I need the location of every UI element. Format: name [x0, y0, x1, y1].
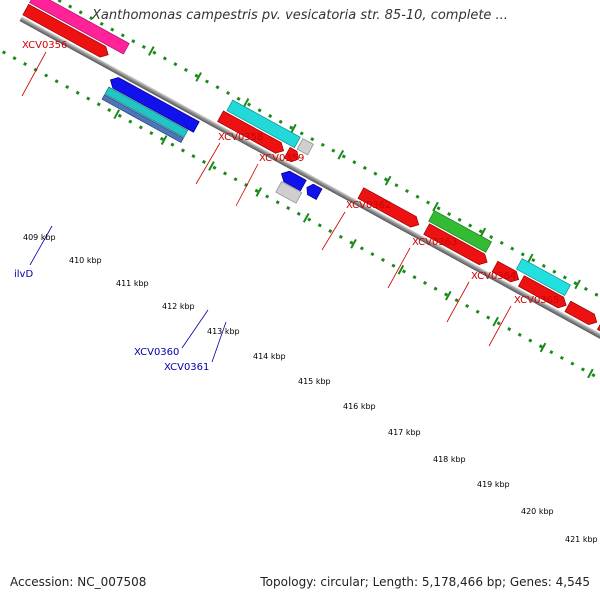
- tick-416: [445, 290, 452, 301]
- label-xcv0362[interactable]: XCV0362: [346, 200, 391, 211]
- tick-forward: [290, 123, 297, 134]
- gene-forward-b[interactable]: [217, 110, 287, 156]
- gene-forward-f[interactable]: [564, 300, 600, 327]
- reverse-outer-dots: [1, 50, 600, 428]
- tick-label: 416 kbp: [343, 402, 376, 411]
- label-xcv0358[interactable]: XCV0358: [218, 132, 263, 143]
- gene-xcv0364[interactable]: [491, 260, 521, 284]
- label-xcv0363[interactable]: XCV0363: [412, 237, 457, 248]
- gene-xcv0362[interactable]: [357, 187, 422, 230]
- tick-label: 421 kbp: [565, 535, 598, 544]
- label-xcv0365[interactable]: XCV0365: [514, 295, 559, 306]
- gene-xcv0363[interactable]: [428, 210, 492, 253]
- scale-ticks: [113, 46, 594, 379]
- gene-forward-g[interactable]: [596, 318, 600, 364]
- gene-xcv0356[interactable]: [29, 0, 130, 55]
- tick-forward: [526, 253, 534, 264]
- reverse-leaders: [29, 225, 227, 363]
- label-xcv0360[interactable]: XCV0360: [134, 347, 179, 358]
- gene-xcv0360-a[interactable]: [279, 168, 307, 192]
- gene-forward-a[interactable]: [22, 3, 111, 60]
- tick-label: 411 kbp: [116, 279, 149, 288]
- tick-label: 409 kbp: [23, 233, 56, 242]
- gene-forward-d[interactable]: [423, 223, 490, 268]
- tick-forward: [148, 46, 155, 56]
- tick-forward: [242, 98, 250, 108]
- tick-label: 418 kbp: [433, 455, 466, 464]
- tick-412: [255, 187, 263, 197]
- tick-label: 413 kbp: [207, 327, 240, 336]
- tick-forward: [384, 175, 392, 186]
- tick-forward: [337, 149, 345, 160]
- summary-text: Topology: circular; Length: 5,178,466 bp…: [260, 575, 590, 589]
- gene-xcv0360-b[interactable]: [304, 182, 323, 200]
- tick-label: 412 kbp: [162, 302, 195, 311]
- label-xcv0364[interactable]: XCV0364: [471, 271, 516, 282]
- tick-label: 414 kbp: [253, 352, 286, 361]
- gene-reverse-blue[interactable]: [108, 75, 200, 133]
- tick-forward: [479, 227, 487, 238]
- tick-label: 417 kbp: [388, 428, 421, 437]
- tick-410: [160, 135, 168, 145]
- tick-label: 410 kbp: [69, 256, 102, 265]
- tick-label: 415 kbp: [298, 377, 331, 386]
- label-xcv0359[interactable]: XCV0359: [259, 153, 304, 164]
- tick-415: [397, 264, 405, 275]
- tick-labels: 409 kbp 410 kbp 411 kbp 412 kbp 413 kbp …: [23, 233, 598, 544]
- tick-419: [587, 368, 594, 379]
- tick-forward: [432, 201, 439, 212]
- tick-label: 420 kbp: [521, 507, 554, 516]
- label-ilvd[interactable]: ilvD: [14, 269, 33, 280]
- backbone: [19, 16, 600, 406]
- gene-ilvd-teal[interactable]: [104, 86, 189, 138]
- tick-forward: [574, 279, 581, 290]
- gene-xcv0359[interactable]: [296, 138, 314, 156]
- gene-xcv0360[interactable]: [275, 181, 303, 204]
- tick-409: [113, 109, 121, 120]
- gene-xcv0358[interactable]: [226, 99, 301, 149]
- tick-417: [492, 316, 499, 327]
- map-title: Xanthomonas campestris pv. vesicatoria s…: [92, 8, 508, 23]
- forward-leaders: [21, 51, 512, 347]
- tick-label: 419 kbp: [477, 480, 510, 489]
- tick-418: [539, 342, 547, 353]
- tick-413: [302, 213, 310, 223]
- forward-labels: XCV0356 XCV0358 XCV0359 XCV0362 XCV0363 …: [22, 40, 559, 306]
- accession-text: Accession: NC_007508: [10, 575, 147, 589]
- gene-xcv0365[interactable]: [515, 258, 571, 297]
- tick-411: [208, 161, 215, 171]
- gene-forward-c[interactable]: [283, 146, 301, 164]
- tick-414: [350, 238, 357, 249]
- gene-forward-e[interactable]: [517, 275, 568, 311]
- tick-forward: [195, 72, 202, 82]
- label-xcv0361[interactable]: XCV0361: [164, 362, 209, 373]
- gene-ilvd[interactable]: [101, 94, 184, 143]
- reverse-labels: ilvD XCV0360 XCV0361: [14, 269, 209, 373]
- label-xcv0356[interactable]: XCV0356: [22, 40, 67, 51]
